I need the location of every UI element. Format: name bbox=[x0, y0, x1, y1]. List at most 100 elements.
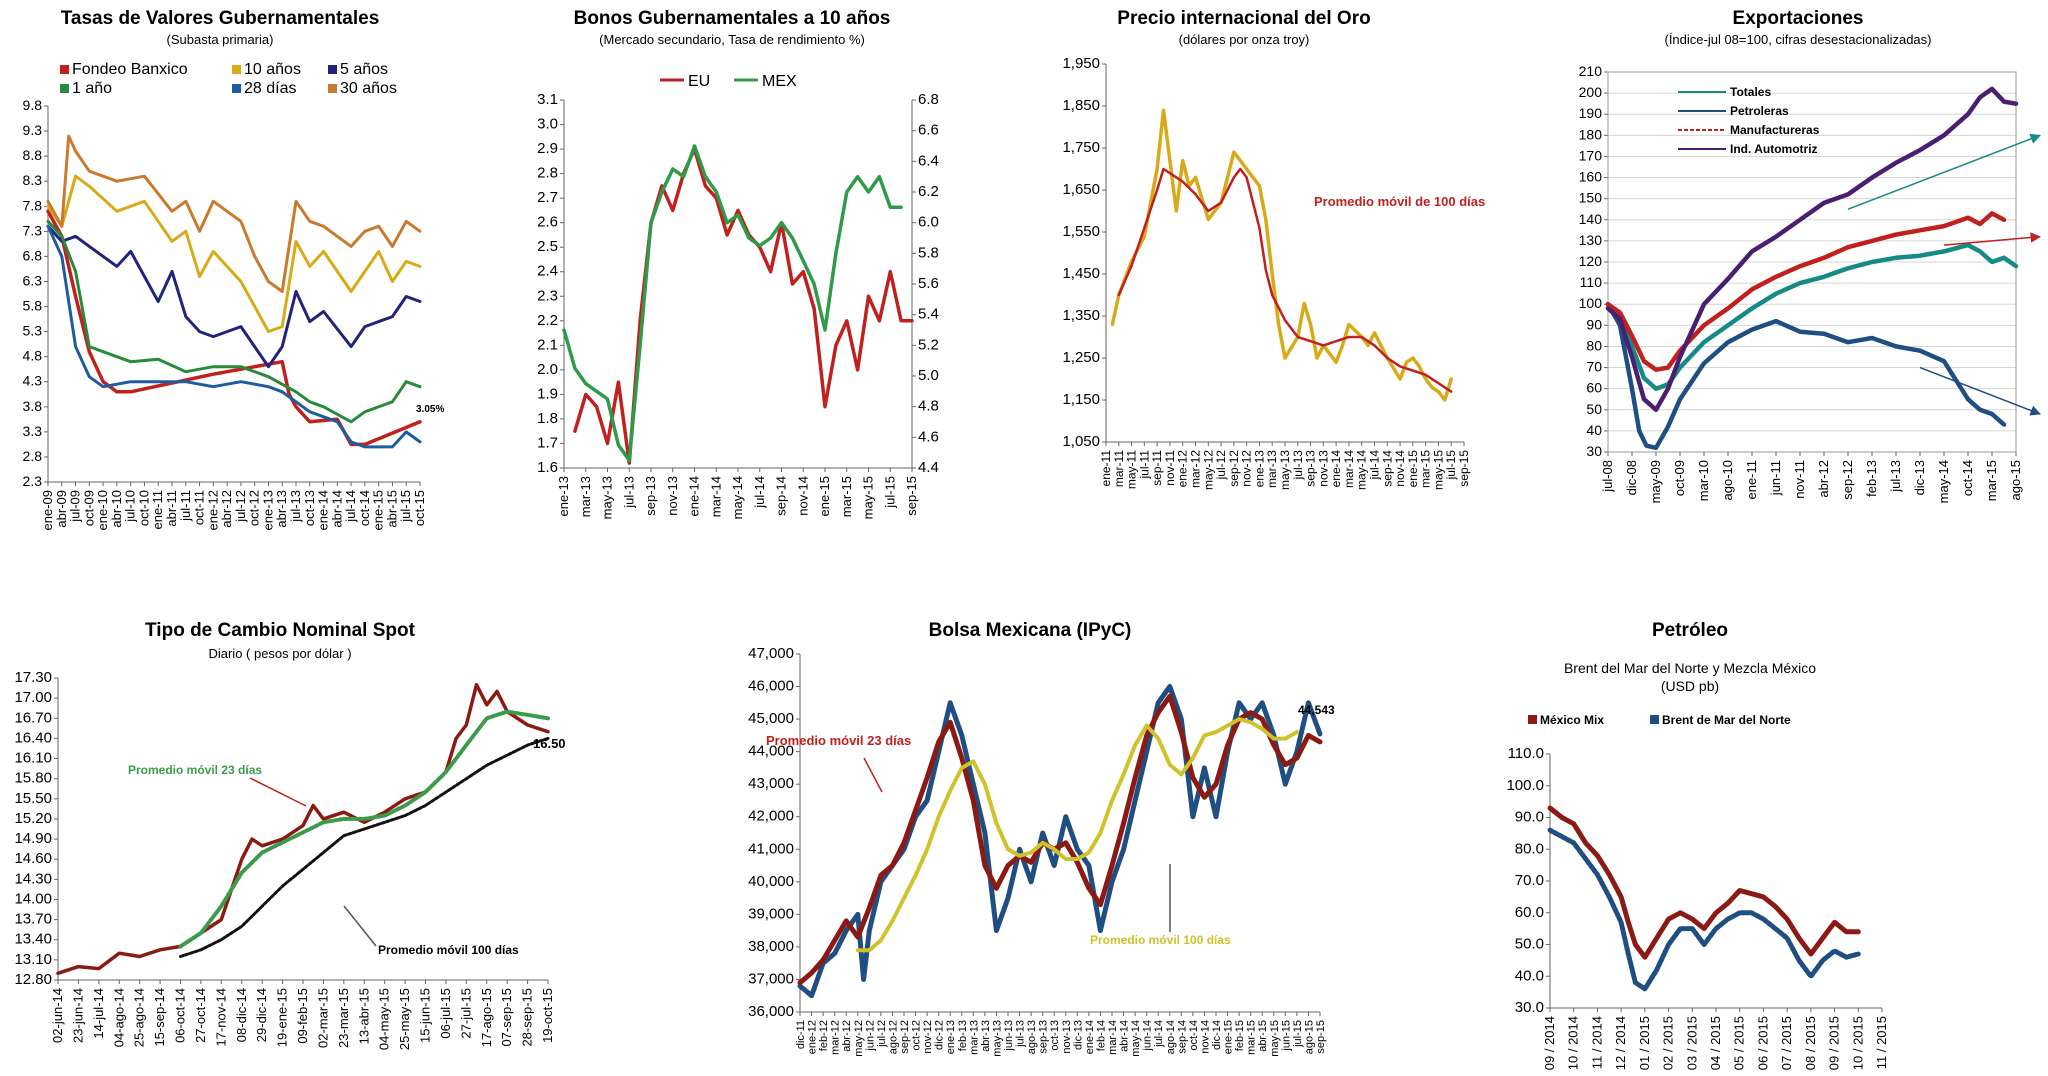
y-tick-label: 1,250 bbox=[1062, 349, 1100, 366]
chart-tasas-valores: Tasas de Valores Gubernamentales (Subast… bbox=[0, 0, 445, 570]
x-tick-label: may-14 bbox=[730, 476, 745, 519]
y-tick-label: 46,000 bbox=[748, 678, 794, 695]
y-tick-label: 13.10 bbox=[14, 951, 52, 968]
trend-arrow bbox=[1943, 232, 2042, 246]
y-tick-label: 120 bbox=[1579, 253, 1603, 269]
x-tick-label: jul-12 bbox=[1214, 450, 1228, 481]
x-tick-label: may-13 bbox=[600, 476, 615, 519]
x-tick-label: sep-13 bbox=[1304, 450, 1318, 487]
plot-area: 3.1 3.0 2.9 2.8 2.7 2.6 2.5 2.4 2.3 2.2 2.1 2.0 1.9 1… bbox=[537, 73, 939, 519]
x-tick-label: abr-13 bbox=[980, 1020, 992, 1052]
x-tick-label: jul-14 bbox=[1368, 450, 1382, 481]
legend-label-brent: Brent de Mar del Norte bbox=[1662, 713, 1791, 727]
y-tick-label: 8.3 bbox=[23, 172, 43, 188]
x-tick-label: mar-11 bbox=[1112, 450, 1126, 487]
x-tick-label: oct-13 bbox=[1049, 1020, 1061, 1051]
x-tick-label: ene-14 bbox=[687, 476, 702, 516]
x-tick-label: sep-13 bbox=[643, 476, 658, 516]
legend-swatch-mexico bbox=[1528, 715, 1537, 724]
y-tick-label: 42,000 bbox=[748, 808, 794, 825]
y-tick-label: 2.3 bbox=[537, 287, 558, 304]
x-tick-label: 17-nov-14 bbox=[213, 988, 228, 1047]
x-tick-label: abr-11 bbox=[164, 490, 179, 527]
y-tick-label: 1,350 bbox=[1062, 307, 1100, 324]
y-tick-label: 44,000 bbox=[748, 743, 794, 760]
x-tick-label: jul-12 bbox=[233, 490, 248, 523]
y-tick-label: 36,000 bbox=[748, 1003, 794, 1020]
x-tick-label: 02-jun-14 bbox=[50, 988, 65, 1043]
series-line-28-d-as bbox=[46, 224, 422, 449]
x-tick-label: mar-15 bbox=[839, 476, 854, 517]
x-tick-label: may-12 bbox=[1201, 450, 1215, 490]
x-tick-label: 02 / 2015 bbox=[1661, 1016, 1676, 1070]
x-tick-label: nov-11 bbox=[1163, 450, 1177, 486]
series-line-eu bbox=[573, 147, 914, 465]
x-tick-label: abr-10 bbox=[109, 490, 124, 528]
x-tick-label: feb-13 bbox=[1864, 460, 1879, 497]
y-tick-label: 190 bbox=[1579, 105, 1603, 121]
y-tick-label: 140 bbox=[1579, 211, 1603, 227]
y-tick-label: 40.0 bbox=[1515, 967, 1544, 984]
x-tick-label: ene-15 bbox=[1406, 450, 1420, 488]
annotation-23-dias: Promedio móvil 23 días bbox=[766, 733, 911, 748]
chart-subtitle: (Índice-jul 08=100, cifras desestacional… bbox=[1664, 32, 1932, 47]
x-tick-label: 08-dic-14 bbox=[234, 988, 249, 1042]
x-tick-label: 23-jun-14 bbox=[70, 988, 85, 1043]
x-tick-label: oct-15 bbox=[412, 490, 427, 526]
x-tick-label: oct-14 bbox=[1188, 1020, 1200, 1051]
y-tick-label-right: 5.6 bbox=[918, 275, 939, 292]
y-tick-label: 3.0 bbox=[537, 116, 558, 133]
arrow-23-dias bbox=[249, 777, 307, 807]
x-tick-label: mar-15 bbox=[1419, 450, 1433, 488]
x-tick-label: 02-mar-15 bbox=[315, 988, 330, 1048]
y-tick-label: 90 bbox=[1586, 316, 1602, 332]
y-tick-label: 9.8 bbox=[23, 97, 43, 113]
x-tick-label: mar-13 bbox=[578, 476, 593, 517]
y-tick-label: 1.8 bbox=[537, 410, 558, 427]
x-tick-label: may-14 bbox=[1130, 1020, 1142, 1057]
x-tick-label: nov-13 bbox=[665, 476, 680, 516]
x-tick-label: abr-14 bbox=[329, 490, 344, 528]
legend-label: 1 año bbox=[72, 80, 112, 97]
x-tick-label: ago-12 bbox=[887, 1020, 899, 1054]
y-tick-label: 41,000 bbox=[748, 840, 794, 857]
x-tick-label: ene-14 bbox=[1084, 1020, 1096, 1054]
y-tick-label: 16.70 bbox=[14, 709, 52, 726]
y-tick-label: 100 bbox=[1579, 295, 1603, 311]
x-tick-label: ene-10 bbox=[95, 490, 110, 530]
x-tick-label: may-13 bbox=[1278, 450, 1292, 490]
y-tick-label: 5.8 bbox=[23, 298, 43, 314]
y-tick-label: 1,050 bbox=[1062, 433, 1100, 450]
x-tick-label: abr-15 bbox=[1257, 1020, 1269, 1052]
x-tick-label: 27-oct-14 bbox=[193, 988, 208, 1043]
series-line-oro bbox=[1110, 108, 1453, 402]
y-tick-label: 3.3 bbox=[23, 423, 43, 439]
chart-subtitle: (Subasta primaria) bbox=[166, 32, 274, 47]
plot-area: 110.0100.090.080.070.060.050.040.030.009… bbox=[1506, 713, 1889, 1070]
x-tick-label: ene-09 bbox=[40, 490, 55, 530]
x-tick-label: sep-14 bbox=[1380, 450, 1394, 487]
legend-label: Totales bbox=[1730, 85, 1771, 99]
x-tick-label: ene-13 bbox=[260, 490, 275, 530]
y-tick-label: 43,000 bbox=[748, 775, 794, 792]
x-tick-label: 17-ago-15 bbox=[479, 988, 494, 1047]
chart-title: Exportaciones bbox=[1732, 8, 1864, 29]
legend-swatch bbox=[232, 65, 241, 74]
x-tick-label: oct-12 bbox=[247, 490, 262, 526]
y-tick-label: 2.6 bbox=[537, 214, 558, 231]
legend-label: Ind. Automotriz bbox=[1730, 142, 1818, 156]
annotation-promedio-movil: Promedio móvil de 100 días bbox=[1314, 194, 1485, 209]
x-tick-label: nov-12 bbox=[1240, 450, 1254, 487]
y-tick-label-right: 6.4 bbox=[918, 152, 939, 169]
x-tick-label: ene-11 bbox=[150, 490, 165, 530]
y-tick-label: 210 bbox=[1579, 63, 1603, 79]
y-tick-label: 110 bbox=[1580, 274, 1603, 290]
x-tick-label: jul-12 bbox=[876, 1020, 888, 1048]
y-tick-label: 14.90 bbox=[14, 830, 52, 847]
x-tick-label: sep-12 bbox=[1840, 460, 1855, 500]
x-tick-label: dic-14 bbox=[1211, 1020, 1223, 1050]
series-line-promedio-m-vil-23-d-as bbox=[178, 709, 550, 949]
legend-label: 5 años bbox=[340, 61, 388, 78]
chart-subtitle: Brent del Mar del Norte y Mezcla México bbox=[1563, 660, 1817, 676]
chart-subtitle: Diario ( pesos por dólar ) bbox=[208, 646, 352, 661]
